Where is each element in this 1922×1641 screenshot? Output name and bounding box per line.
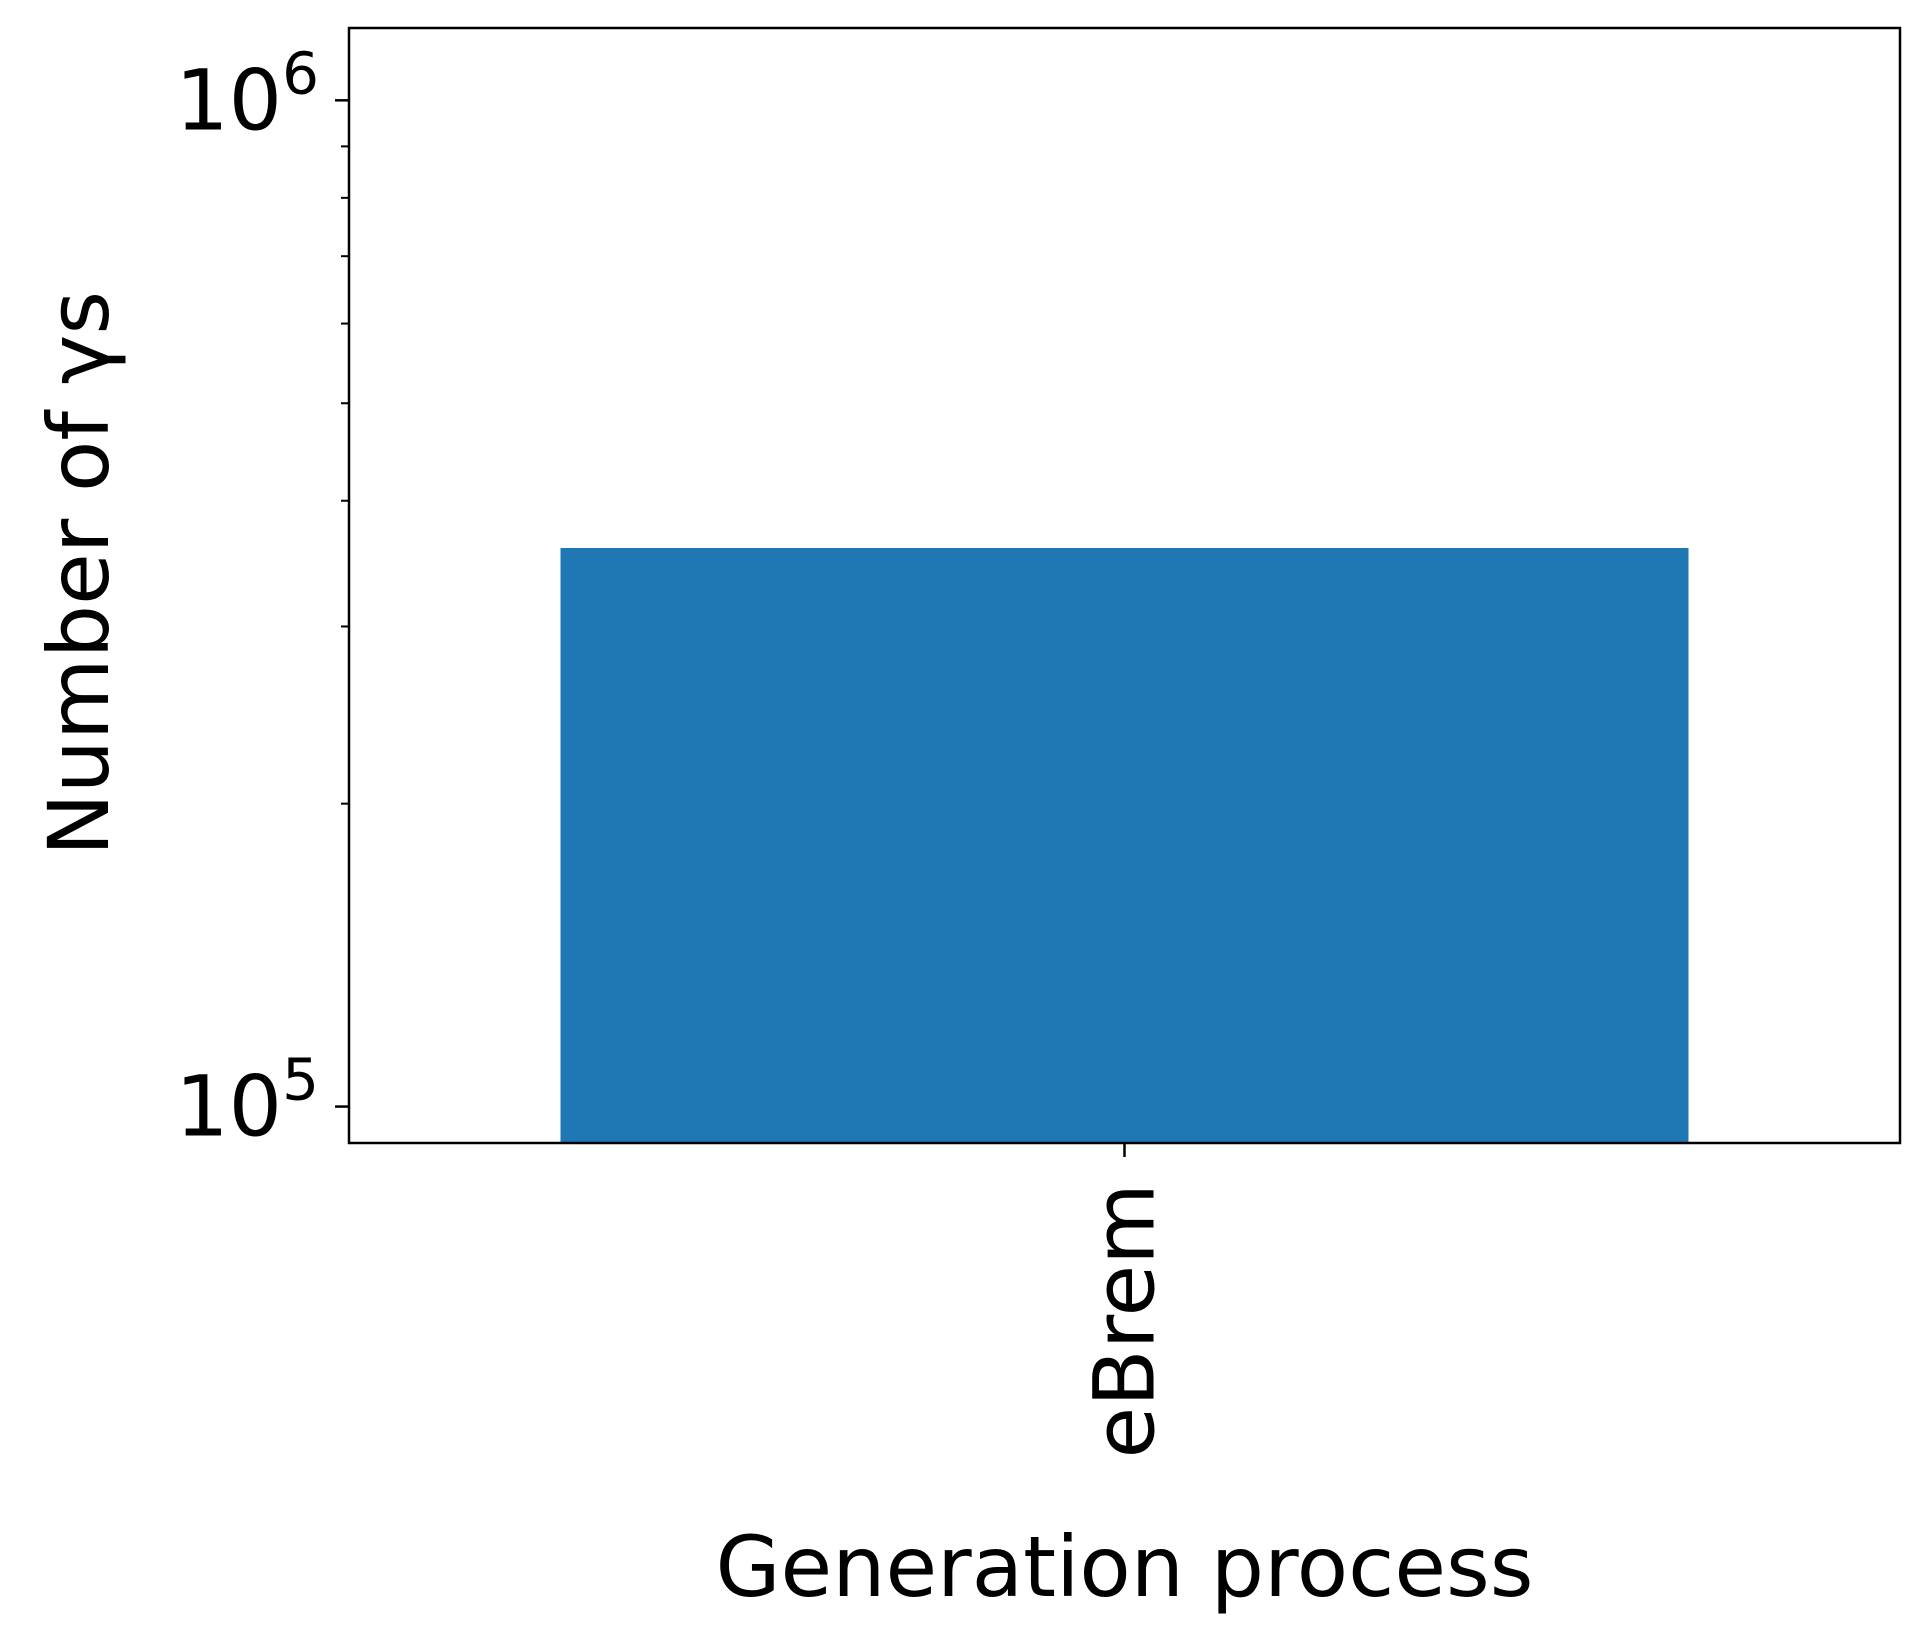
bars-group — [561, 548, 1689, 1143]
x-axis-label: Generation process — [715, 1518, 1533, 1616]
bar-eBrem — [561, 548, 1689, 1143]
y-axis-label: Number of γs — [30, 291, 128, 856]
x-tick-label-eBrem: eBrem — [1076, 1183, 1174, 1459]
x-ticks-group: eBrem — [1076, 1143, 1174, 1459]
